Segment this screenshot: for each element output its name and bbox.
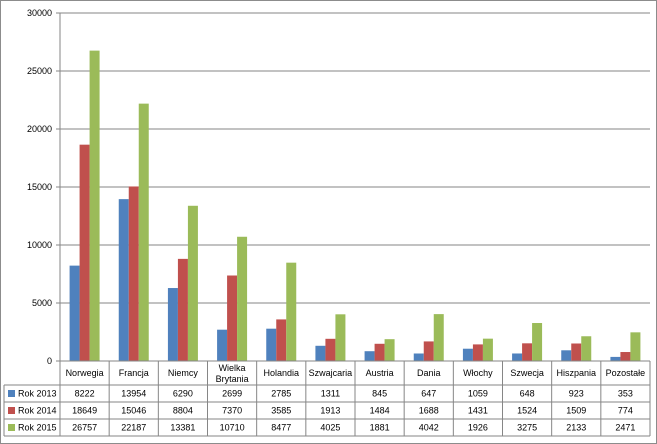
- bar: [89, 50, 100, 361]
- data-table-cell: 1431: [468, 406, 488, 416]
- y-tick-label: 20000: [27, 124, 52, 134]
- data-table-cell: 2133: [566, 423, 586, 433]
- category-label: Włochy: [463, 368, 493, 378]
- data-table-cell: 774: [618, 406, 633, 416]
- data-table-cell: 1881: [370, 423, 390, 433]
- bar: [374, 343, 385, 361]
- data-table-cell: 2471: [615, 423, 635, 433]
- category-label: Szwajcaria: [309, 368, 353, 378]
- y-tick-label: 30000: [27, 8, 52, 18]
- data-table-cell: 845: [372, 389, 387, 399]
- bar: [581, 336, 592, 361]
- data-table-cell: 8222: [75, 389, 95, 399]
- category-label: Wielka Brytania: [216, 363, 249, 384]
- bar: [571, 343, 582, 361]
- data-table-cell: 18649: [72, 406, 97, 416]
- data-table-cell: 1524: [517, 406, 537, 416]
- y-tick-label: 15000: [27, 182, 52, 192]
- bar: [266, 328, 277, 361]
- category-label: Niemcy: [168, 368, 199, 378]
- bar: [217, 329, 228, 361]
- legend-label: Rok 2015: [18, 423, 57, 433]
- data-table-cell: 3275: [517, 423, 537, 433]
- data-table-cell: 8477: [271, 423, 291, 433]
- category-label: Hiszpania: [556, 368, 596, 378]
- bar: [532, 323, 543, 361]
- legend-key: [8, 424, 15, 431]
- bar: [522, 343, 533, 361]
- data-table-cell: 1926: [468, 423, 488, 433]
- data-table-cell: 353: [618, 389, 633, 399]
- data-table-cell: 13954: [121, 389, 146, 399]
- data-table-cell: 3585: [271, 406, 291, 416]
- bar: [423, 341, 434, 361]
- legend-key: [8, 407, 15, 414]
- bar: [335, 314, 346, 361]
- data-table-cell: 923: [569, 389, 584, 399]
- category-label: Francja: [119, 368, 149, 378]
- legend-label: Rok 2013: [18, 389, 57, 399]
- category-label: Pozostałe: [606, 368, 646, 378]
- bar: [227, 275, 238, 361]
- data-table-cell: 15046: [121, 406, 146, 416]
- bar: [118, 199, 129, 361]
- bar: [413, 353, 424, 361]
- data-table-cell: 1311: [321, 389, 340, 399]
- data-table-cell: 4025: [320, 423, 340, 433]
- data-table-cell: 10710: [220, 423, 245, 433]
- y-tick-label: 0: [47, 356, 52, 366]
- bar: [167, 288, 178, 361]
- bar: [276, 319, 287, 361]
- bar: [364, 351, 375, 361]
- y-tick-label: 10000: [27, 240, 52, 250]
- bar: [128, 186, 139, 361]
- y-tick-label: 5000: [32, 298, 52, 308]
- data-table-cell: 4042: [419, 423, 439, 433]
- data-table-cell: 648: [520, 389, 535, 399]
- bar: [561, 350, 572, 361]
- category-label: Dania: [417, 368, 441, 378]
- data-table-cell: 13381: [170, 423, 195, 433]
- bar: [433, 314, 444, 361]
- bar: [630, 332, 641, 361]
- bar: [315, 345, 326, 361]
- data-table-cell: 26757: [72, 423, 97, 433]
- category-label: Holandia: [263, 368, 299, 378]
- data-table-cell: 22187: [121, 423, 146, 433]
- bar: [610, 356, 621, 361]
- data-table-cell: 2699: [222, 389, 242, 399]
- data-table-cell: 647: [421, 389, 436, 399]
- data-table-cell: 8804: [173, 406, 193, 416]
- legend-label: Rok 2014: [18, 406, 57, 416]
- bar: [512, 353, 523, 361]
- category-label: Austria: [366, 368, 394, 378]
- bar: [177, 258, 188, 361]
- data-table-cell: 1509: [566, 406, 586, 416]
- data-table-cell: 2785: [271, 389, 291, 399]
- data-table-cell: 1059: [468, 389, 488, 399]
- bar: [482, 338, 493, 361]
- bar: [384, 339, 395, 361]
- data-table-cell: 6290: [173, 389, 193, 399]
- legend-key: [8, 390, 15, 397]
- bar: [138, 103, 149, 361]
- bar: [472, 344, 483, 361]
- data-table-cell: 1688: [419, 406, 439, 416]
- data-table-cell: 7370: [222, 406, 242, 416]
- bar: [286, 262, 297, 361]
- bar: [620, 352, 631, 361]
- bar: [462, 348, 473, 361]
- bar: [69, 265, 80, 361]
- y-tick-label: 25000: [27, 66, 52, 76]
- data-table-cell: 1913: [320, 406, 340, 416]
- bar: [237, 236, 248, 361]
- category-label: Szwecja: [510, 368, 544, 378]
- bar: [187, 205, 198, 361]
- category-label: Norwegia: [66, 368, 104, 378]
- bar: [325, 338, 336, 361]
- data-table-cell: 1484: [370, 406, 390, 416]
- bar: [79, 144, 90, 361]
